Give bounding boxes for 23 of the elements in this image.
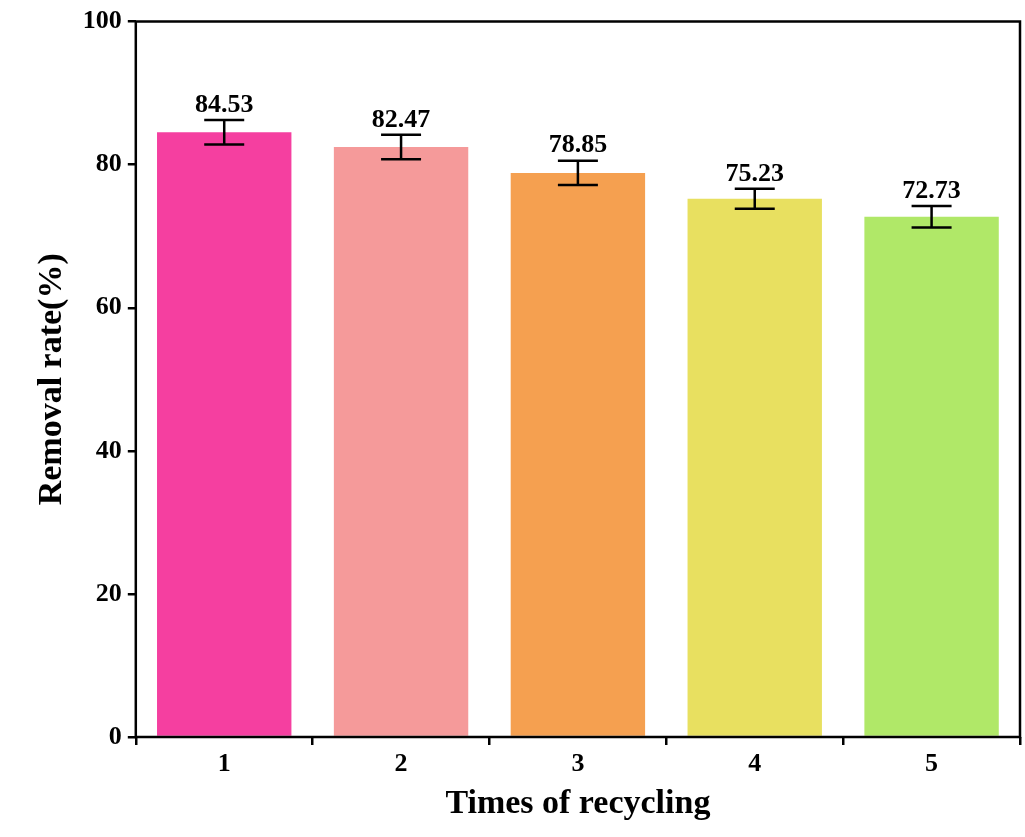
y-tick-label: 60 xyxy=(95,291,122,321)
bar xyxy=(510,172,646,736)
bar xyxy=(333,147,469,736)
data-label: 72.73 xyxy=(902,174,961,204)
x-tick-label: 3 xyxy=(571,748,585,778)
y-tick-label: 40 xyxy=(95,434,122,464)
x-tick-label: 5 xyxy=(925,748,939,778)
data-label: 84.53 xyxy=(194,88,254,118)
x-tick-label: 1 xyxy=(217,748,231,778)
data-label: 82.47 xyxy=(371,103,431,133)
y-tick-label: 100 xyxy=(82,5,122,35)
data-label: 78.85 xyxy=(548,129,608,159)
x-axis-title: Times of recycling xyxy=(445,783,711,821)
y-axis-title: Removal rate(%) xyxy=(31,253,70,506)
x-tick-label: 2 xyxy=(394,748,408,778)
bar xyxy=(157,132,292,736)
y-tick-label: 20 xyxy=(95,577,122,607)
data-label: 75.23 xyxy=(725,157,784,187)
bar xyxy=(864,216,999,736)
bar xyxy=(687,198,822,736)
y-tick-label: 0 xyxy=(108,720,122,750)
y-tick-label: 80 xyxy=(95,148,122,178)
x-tick-label: 4 xyxy=(748,748,762,778)
